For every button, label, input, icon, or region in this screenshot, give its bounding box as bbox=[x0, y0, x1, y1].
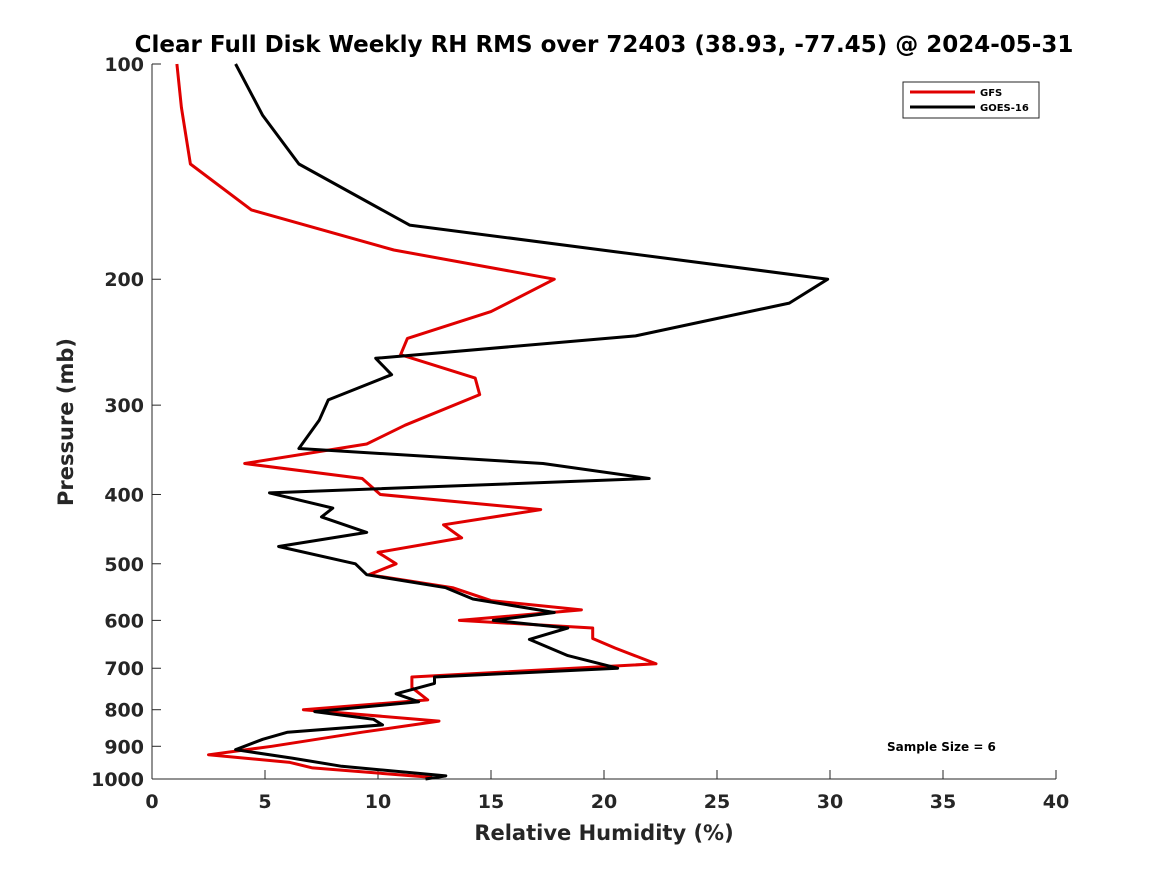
x-tick-label: 30 bbox=[817, 791, 843, 813]
y-tick-label: 100 bbox=[104, 54, 144, 76]
x-tick-label: 35 bbox=[930, 791, 956, 813]
x-tick-label: 40 bbox=[1043, 791, 1069, 813]
y-tick-label: 500 bbox=[104, 554, 144, 576]
y-tick-label: 800 bbox=[104, 700, 144, 722]
x-axis-ticks: 0 5 10 15 20 25 30 35 40 bbox=[145, 770, 1069, 813]
y-axis-label: Pressure (mb) bbox=[54, 338, 78, 506]
y-tick-label: 600 bbox=[104, 610, 144, 632]
y-tick-label: 900 bbox=[104, 736, 144, 758]
y-tick-label: 1000 bbox=[91, 769, 144, 791]
y-axis-ticks: 100 200 300 400 500 600 700 800 900 1000 bbox=[91, 54, 161, 791]
legend-label-goes-16: GOES-16 bbox=[980, 103, 1029, 114]
x-tick-label: 5 bbox=[258, 791, 271, 813]
sample-size-annotation: Sample Size = 6 bbox=[887, 740, 996, 754]
x-tick-label: 25 bbox=[704, 791, 730, 813]
series-line-gfs bbox=[175, 63, 658, 779]
legend-label-gfs: GFS bbox=[980, 88, 1002, 99]
y-tick-label: 700 bbox=[104, 658, 144, 680]
x-tick-label: 10 bbox=[365, 791, 391, 813]
legend: GFS GOES-16 bbox=[902, 81, 1040, 119]
x-tick-label: 20 bbox=[591, 791, 617, 813]
series-layer bbox=[175, 63, 830, 781]
chart-title: Clear Full Disk Weekly RH RMS over 72403… bbox=[135, 32, 1074, 58]
y-tick-label: 400 bbox=[104, 484, 144, 506]
series-line-goes-16 bbox=[234, 63, 830, 781]
x-tick-label: 15 bbox=[478, 791, 504, 813]
x-tick-label: 0 bbox=[145, 791, 158, 813]
x-axis-label: Relative Humidity (%) bbox=[474, 821, 733, 845]
y-tick-label: 300 bbox=[104, 395, 144, 417]
y-tick-label: 200 bbox=[104, 269, 144, 291]
plot-area bbox=[152, 64, 1056, 779]
legend-box bbox=[902, 81, 1040, 119]
